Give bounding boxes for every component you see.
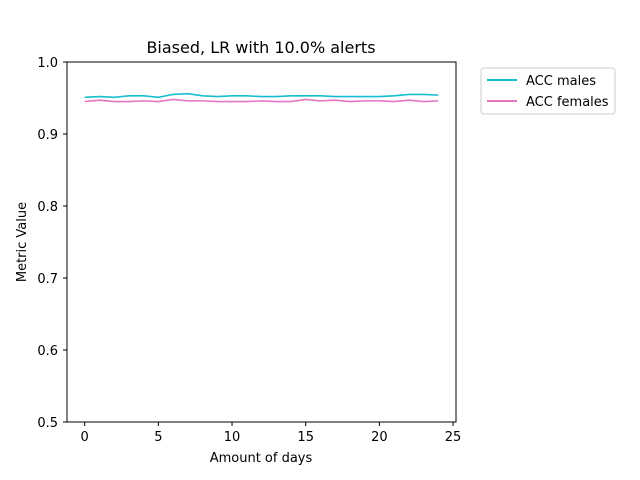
y-tick-label: 0.8 <box>37 200 58 215</box>
y-tick-label: 0.9 <box>37 128 58 143</box>
y-tick-label: 0.5 <box>37 416 58 431</box>
x-tick-label: 10 <box>224 430 241 445</box>
y-tick-label: 0.6 <box>37 344 58 359</box>
legend: ACC males ACC females <box>480 67 616 115</box>
x-tick-label: 20 <box>371 430 388 445</box>
plot-background <box>67 62 456 422</box>
axes: 0 5 10 15 20 25 0.5 0.6 0.7 0.8 0.9 1.0 <box>37 56 461 445</box>
chart-title: Biased, LR with 10.0% alerts <box>146 38 375 57</box>
x-tick-label: 15 <box>297 430 314 445</box>
x-tick-label: 0 <box>81 430 89 445</box>
legend-label-acc-females: ACC females <box>526 95 609 110</box>
series-layer <box>84 92 439 103</box>
axes-frame <box>66 61 457 423</box>
legend-label-acc-males: ACC males <box>526 74 596 89</box>
x-tick-label: 5 <box>154 430 162 445</box>
y-tick-label: 0.7 <box>37 272 58 287</box>
series-line-acc-males <box>84 92 439 99</box>
y-tick-label: 1.0 <box>37 56 58 71</box>
x-axis-label: Amount of days <box>210 451 313 466</box>
plot-area <box>67 62 456 422</box>
y-axis-label: Metric Value <box>15 202 30 282</box>
x-tick-label: 25 <box>445 430 462 445</box>
series-line-acc-females <box>84 98 439 103</box>
